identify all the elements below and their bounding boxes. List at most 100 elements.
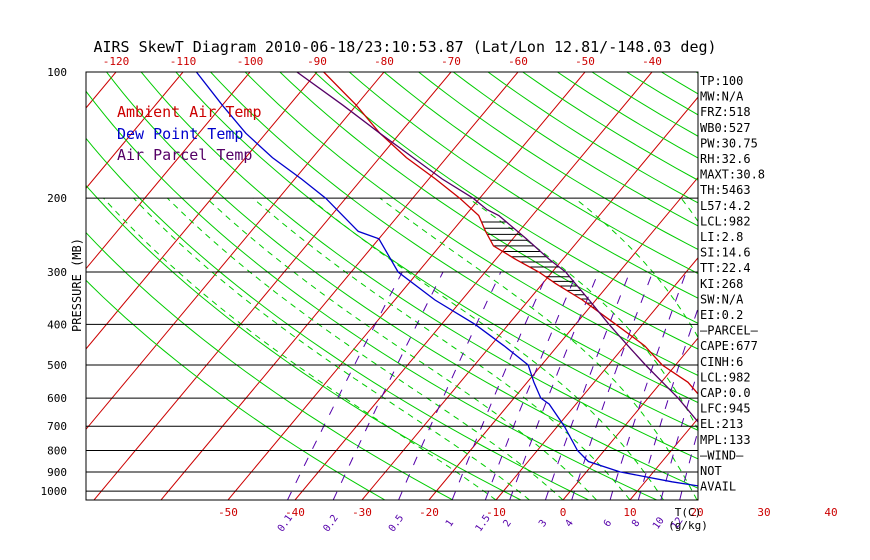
- isobar-lines: [86, 71, 698, 492]
- index-item: LCL:982: [700, 214, 751, 228]
- index-item: MW:N/A: [700, 90, 744, 104]
- mixing-ratio-unit-label: (g/kg): [668, 519, 708, 532]
- dry-adiabat-line: [383, 72, 698, 275]
- isotherm-line: [160, 72, 519, 500]
- dry-adiabat-line: [86, 279, 386, 500]
- mixing-ratio-line: [484, 271, 578, 500]
- top-temperature-ticks: -120 -110 -100 -90 -80 -70 -60 -50 -40: [103, 55, 662, 68]
- moist-adiabat-line: [379, 197, 698, 500]
- top-temp-tick-label: -110: [170, 55, 197, 68]
- index-item: TP:100: [700, 74, 743, 88]
- index-item: LFC:945: [700, 402, 751, 416]
- dry-adiabat-line: [765, 72, 870, 500]
- series-line-dew-point-temp: [195, 72, 698, 487]
- isotherm-line: [629, 417, 698, 500]
- x-axis-label: T(C): [675, 506, 702, 519]
- mixing-ratio-line: [451, 271, 549, 500]
- legend-ambient: Ambient Air Temp: [117, 103, 262, 121]
- index-item: RH:32.6: [700, 152, 751, 166]
- mixing-ratio-line: [332, 271, 444, 500]
- isotherm-line: [294, 72, 653, 500]
- index-item: MAXT:30.8: [700, 168, 765, 182]
- bottom-temp-tick-label: -20: [419, 506, 439, 519]
- isotherm-line: [0, 72, 49, 500]
- mixing-ratio-tick-label: 0.2: [321, 513, 340, 534]
- bottom-temperature-ticks: -50 -40 -30 -20 -10 0 10 20 30 40: [218, 506, 838, 519]
- mixing-ratio-line: [287, 271, 403, 500]
- bottom-temp-tick-label: -30: [352, 506, 372, 519]
- moist-adiabat-line: [309, 197, 664, 500]
- mixing-ratio-tick-label: 8: [630, 518, 642, 529]
- index-item: LI:2.8: [700, 230, 743, 244]
- top-temp-tick-label: -50: [575, 55, 595, 68]
- top-temp-tick-label: -70: [441, 55, 461, 68]
- index-item: —PARCEL—: [700, 324, 759, 338]
- mixing-ratio-line: [609, 271, 687, 500]
- dry-adiabat-line: [487, 72, 698, 204]
- isotherm-line: [428, 176, 698, 500]
- index-item: FRZ:518: [700, 105, 751, 119]
- mixing-ratio-line: [509, 271, 600, 500]
- index-item: TT:22.4: [700, 261, 751, 275]
- mixing-ratio-line: [679, 428, 698, 500]
- pressure-tick-label: 400: [47, 318, 67, 331]
- bottom-temp-tick-label: -50: [218, 506, 238, 519]
- bottom-temp-tick-label: 40: [824, 506, 837, 519]
- cape-hatch-region: [481, 221, 599, 312]
- dry-adiabat-line: [314, 72, 698, 324]
- index-item: PW:30.75: [700, 136, 758, 150]
- dry-adiabat-line: [86, 137, 589, 500]
- dry-adiabat-line: [86, 184, 522, 500]
- isotherm-line: [361, 96, 698, 500]
- mixing-ratio-lines: [287, 271, 860, 500]
- mixing-ratio-line: [571, 271, 654, 500]
- mixing-ratio-line: [660, 369, 698, 500]
- pressure-tick-label: 100: [47, 66, 67, 79]
- mixing-ratio-line: [759, 272, 815, 500]
- pressure-tick-label: 1000: [41, 485, 68, 498]
- series-line-air-parcel-temp: [296, 72, 698, 423]
- mixing-ratio-line: [398, 271, 502, 500]
- index-item: KI:268: [700, 277, 743, 291]
- isotherm-line: [86, 72, 251, 270]
- isotherm-line: [764, 72, 870, 500]
- bottom-temp-tick-label: 20: [690, 506, 703, 519]
- moist-adiabat-line: [103, 197, 497, 500]
- top-temp-tick-label: -100: [237, 55, 264, 68]
- legend-parcel: Air Parcel Temp: [117, 146, 252, 164]
- dry-adiabat-line: [106, 72, 698, 489]
- bottom-temp-tick-label: -40: [285, 506, 305, 519]
- bottom-temp-tick-label: 0: [560, 506, 567, 519]
- mixing-ratio-line: [812, 272, 860, 500]
- moist-adiabat-lines: [103, 197, 698, 500]
- index-item: LCL:982: [700, 370, 751, 384]
- bottom-temp-tick-label: 30: [757, 506, 770, 519]
- legend: Ambient Air Temp Dew Point Temp Air Parc…: [117, 103, 262, 164]
- pressure-tick-label: 300: [47, 266, 67, 279]
- bottom-temp-tick-label: -10: [486, 506, 506, 519]
- dry-adiabat-line: [557, 72, 698, 159]
- index-item: TH:5463: [700, 183, 751, 197]
- top-temp-tick-label: -60: [508, 55, 528, 68]
- mixing-ratio-tick-label: 2: [501, 518, 513, 529]
- index-item: L57:4.2: [700, 199, 751, 213]
- index-item: WB0:527: [700, 121, 751, 135]
- dry-adiabat-line: [418, 72, 698, 251]
- mixing-ratio-tick-label: 0.5: [387, 513, 406, 534]
- top-temp-tick-label: -90: [307, 55, 327, 68]
- index-item: NOT: [700, 464, 722, 478]
- index-item: MPL:133: [700, 433, 751, 447]
- isotherm-line: [86, 72, 117, 109]
- pressure-tick-labels: 100 200 300 400 500 600 700 800 900 1000: [41, 66, 68, 498]
- pressure-tick-label: 700: [47, 420, 67, 433]
- index-item: —WIND—: [700, 448, 744, 462]
- moist-adiabat-line: [167, 197, 564, 500]
- moist-adiabat-line: [252, 197, 631, 500]
- y-axis-label: PRESSURE (MB): [70, 238, 84, 332]
- isotherm-line: [562, 337, 698, 500]
- legend-dewpoint: Dew Point Temp: [117, 125, 243, 143]
- mixing-ratio-line: [544, 271, 631, 500]
- mixing-ratio-line: [779, 272, 832, 500]
